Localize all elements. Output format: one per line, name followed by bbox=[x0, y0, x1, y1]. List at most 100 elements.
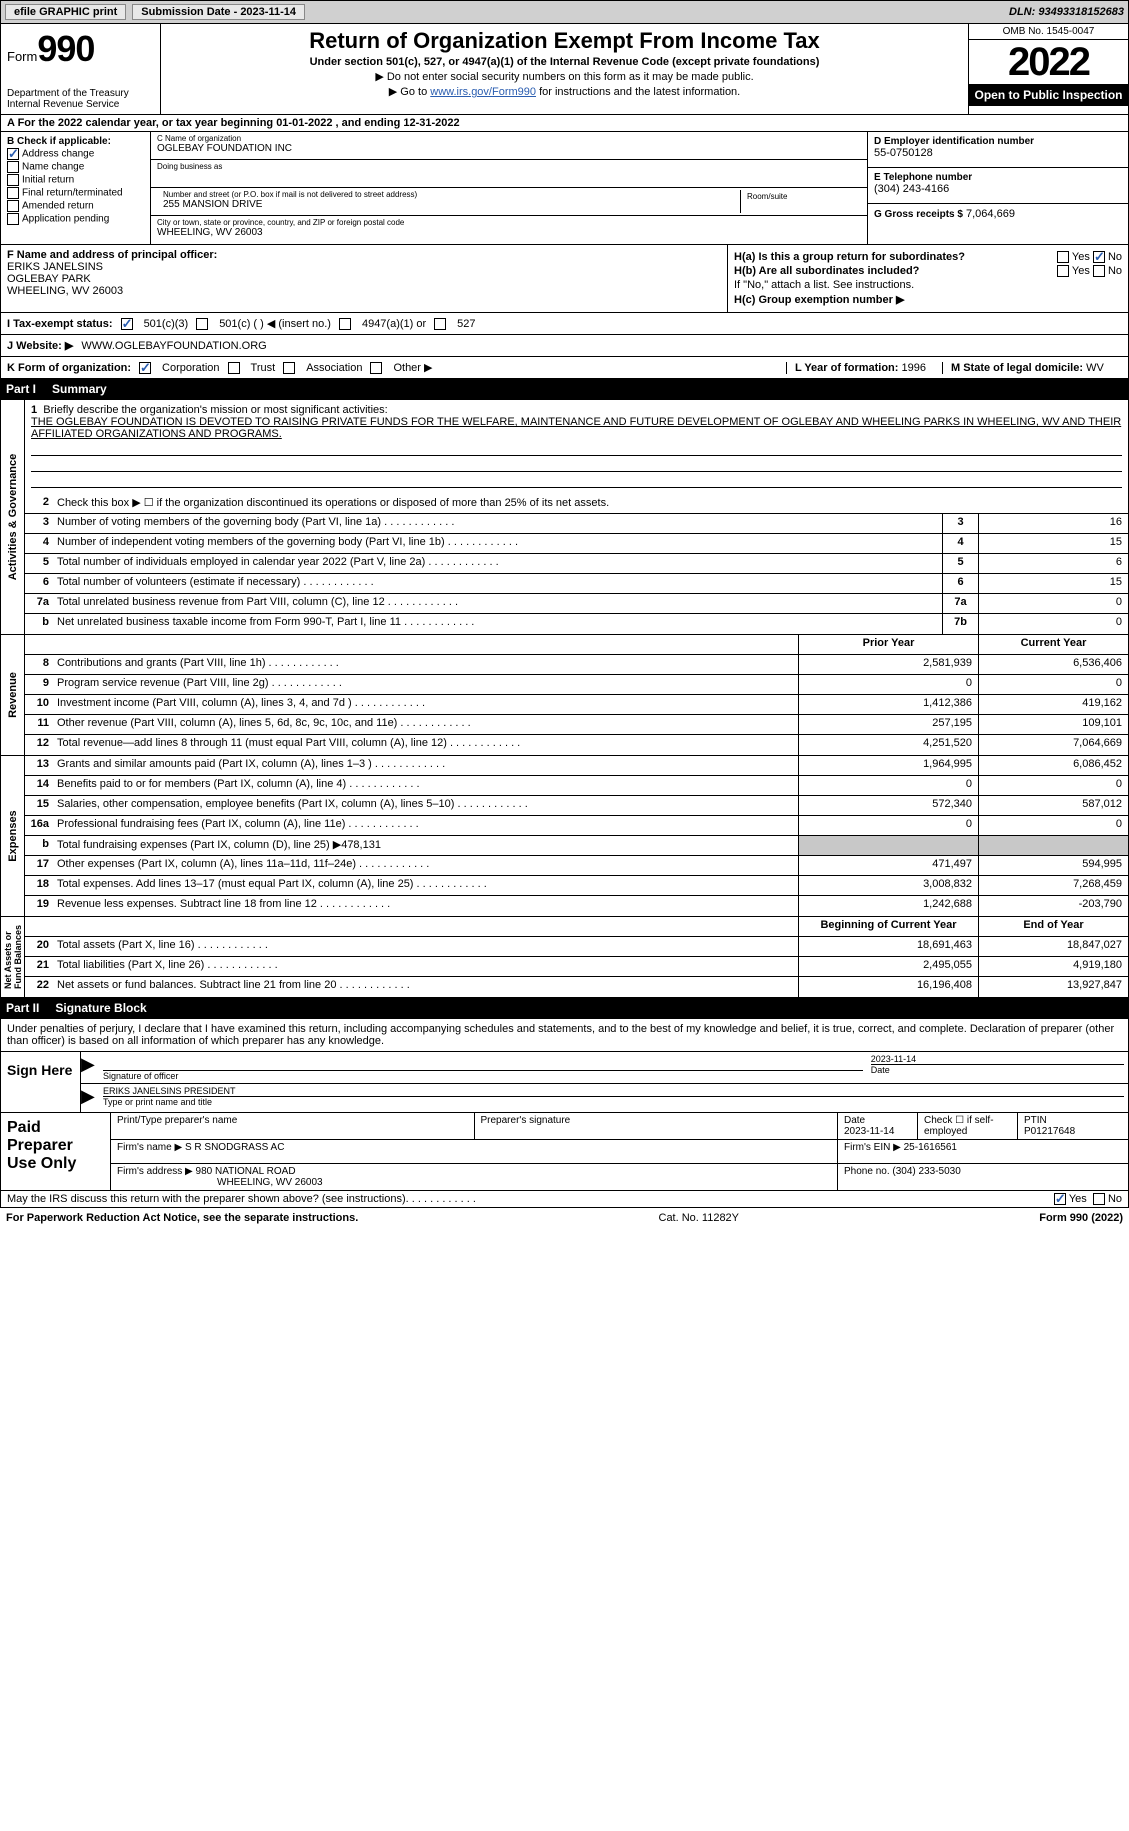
form-label: Form bbox=[7, 49, 37, 64]
declaration: Under penalties of perjury, I declare th… bbox=[1, 1019, 1128, 1051]
org-name-label: C Name of organization bbox=[157, 134, 861, 143]
cb-4947[interactable] bbox=[339, 318, 351, 330]
table-row: 10Investment income (Part VIII, column (… bbox=[25, 695, 1128, 715]
cb-other[interactable] bbox=[370, 362, 382, 374]
cb-amended[interactable]: Amended return bbox=[7, 200, 144, 212]
table-row: 9Program service revenue (Part VIII, lin… bbox=[25, 675, 1128, 695]
mission-block: 1 Briefly describe the organization's mi… bbox=[25, 400, 1128, 494]
cb-initial-return[interactable]: Initial return bbox=[7, 174, 144, 186]
table-row: 12Total revenue—add lines 8 through 11 (… bbox=[25, 735, 1128, 755]
officer-name: ERIKS JANELSINS bbox=[7, 261, 721, 273]
part1-header: Part I Summary bbox=[0, 379, 1129, 399]
officer-addr2: WHEELING, WV 26003 bbox=[7, 285, 721, 297]
b-label: B Check if applicable: bbox=[7, 136, 144, 147]
topbar: efile GRAPHIC print Submission Date - 20… bbox=[0, 0, 1129, 24]
cb-application-pending[interactable]: Application pending bbox=[7, 213, 144, 225]
header-center: Return of Organization Exempt From Incom… bbox=[161, 24, 968, 114]
submission-date: Submission Date - 2023-11-14 bbox=[132, 4, 305, 20]
signer-name: ERIKS JANELSINS PRESIDENT bbox=[103, 1086, 1124, 1096]
city-value: WHEELING, WV 26003 bbox=[157, 227, 861, 238]
table-row: 18Total expenses. Add lines 13–17 (must … bbox=[25, 876, 1128, 896]
header-right: OMB No. 1545-0047 2022 Open to Public In… bbox=[968, 24, 1128, 114]
irs-link[interactable]: www.irs.gov/Form990 bbox=[430, 86, 536, 98]
form-note1: ▶ Do not enter social security numbers o… bbox=[169, 70, 960, 83]
form-header: Form990 Department of the Treasury Inter… bbox=[0, 24, 1129, 115]
cb-corporation[interactable] bbox=[139, 362, 151, 374]
org-name: OGLEBAY FOUNDATION INC bbox=[157, 143, 861, 154]
cb-discuss-no[interactable] bbox=[1093, 1193, 1105, 1205]
col-b: B Check if applicable: Address change Na… bbox=[1, 132, 151, 244]
signature-block: Under penalties of perjury, I declare th… bbox=[0, 1018, 1129, 1113]
website-value: WWW.OGLEBAYFOUNDATION.ORG bbox=[81, 340, 266, 352]
cb-501c3[interactable] bbox=[121, 318, 133, 330]
cb-final-return[interactable]: Final return/terminated bbox=[7, 187, 144, 199]
cb-501c[interactable] bbox=[196, 318, 208, 330]
table-row: 2Check this box ▶ ☐ if the organization … bbox=[25, 494, 1128, 514]
table-row: 8Contributions and grants (Part VIII, li… bbox=[25, 655, 1128, 675]
dln: DLN: 93493318152683 bbox=[1009, 6, 1124, 18]
table-row: 15Salaries, other compensation, employee… bbox=[25, 796, 1128, 816]
dba-label: Doing business as bbox=[157, 162, 861, 171]
row-i: I Tax-exempt status: 501(c)(3) 501(c) ( … bbox=[0, 313, 1129, 335]
col-f: F Name and address of principal officer:… bbox=[1, 245, 728, 312]
table-row: 21Total liabilities (Part X, line 26)2,4… bbox=[25, 957, 1128, 977]
col-h: H(a) Is this a group return for subordin… bbox=[728, 245, 1128, 312]
table-row: bNet unrelated business taxable income f… bbox=[25, 614, 1128, 634]
section-netassets: Net Assets or Fund Balances Beginning of… bbox=[0, 917, 1129, 998]
table-row: 4Number of independent voting members of… bbox=[25, 534, 1128, 554]
line-a: A For the 2022 calendar year, or tax yea… bbox=[0, 115, 1129, 132]
sign-here-label: Sign Here bbox=[1, 1052, 81, 1112]
section-fh: F Name and address of principal officer:… bbox=[0, 245, 1129, 313]
header-left: Form990 Department of the Treasury Inter… bbox=[1, 24, 161, 114]
tel-label: E Telephone number bbox=[874, 172, 1122, 183]
cb-address-change[interactable]: Address change bbox=[7, 148, 144, 160]
room-label: Room/suite bbox=[747, 192, 855, 201]
efile-button[interactable]: efile GRAPHIC print bbox=[5, 4, 126, 20]
mission-text: THE OGLEBAY FOUNDATION IS DEVOTED TO RAI… bbox=[31, 416, 1121, 440]
table-row: 17Other expenses (Part IX, column (A), l… bbox=[25, 856, 1128, 876]
table-row: 19Revenue less expenses. Subtract line 1… bbox=[25, 896, 1128, 916]
table-row: 14Benefits paid to or for members (Part … bbox=[25, 776, 1128, 796]
col-d: D Employer identification number 55-0750… bbox=[868, 132, 1128, 244]
addr-label: Number and street (or P.O. box if mail i… bbox=[157, 190, 740, 199]
f-label: F Name and address of principal officer: bbox=[7, 249, 721, 261]
part2-header: Part II Signature Block bbox=[0, 998, 1129, 1018]
table-row: 22Net assets or fund balances. Subtract … bbox=[25, 977, 1128, 997]
table-row: bTotal fundraising expenses (Part IX, co… bbox=[25, 836, 1128, 856]
cb-discuss-yes[interactable] bbox=[1054, 1193, 1066, 1205]
cb-name-change[interactable]: Name change bbox=[7, 161, 144, 173]
city-label: City or town, state or province, country… bbox=[157, 218, 861, 227]
table-row: 3Number of voting members of the governi… bbox=[25, 514, 1128, 534]
addr-value: 255 MANSION DRIVE bbox=[157, 199, 740, 210]
table-row: 13Grants and similar amounts paid (Part … bbox=[25, 756, 1128, 776]
open-inspection: Open to Public Inspection bbox=[969, 84, 1128, 106]
tel-value: (304) 243-4166 bbox=[874, 183, 1122, 195]
table-row: 20Total assets (Part X, line 16)18,691,4… bbox=[25, 937, 1128, 957]
omb-number: OMB No. 1545-0047 bbox=[969, 24, 1128, 40]
section-expenses: Expenses 13Grants and similar amounts pa… bbox=[0, 756, 1129, 917]
dept-label: Department of the Treasury Internal Reve… bbox=[7, 88, 154, 110]
tax-year: 2022 bbox=[969, 40, 1128, 84]
table-row: 5Total number of individuals employed in… bbox=[25, 554, 1128, 574]
table-row: 7aTotal unrelated business revenue from … bbox=[25, 594, 1128, 614]
form-subtitle: Under section 501(c), 527, or 4947(a)(1)… bbox=[169, 56, 960, 68]
cb-association[interactable] bbox=[283, 362, 295, 374]
form-title: Return of Organization Exempt From Incom… bbox=[169, 28, 960, 54]
cb-527[interactable] bbox=[434, 318, 446, 330]
row-k: K Form of organization: Corporation Trus… bbox=[0, 357, 1129, 379]
table-row: 16aProfessional fundraising fees (Part I… bbox=[25, 816, 1128, 836]
section-governance: Activities & Governance 1 Briefly descri… bbox=[0, 399, 1129, 635]
row-j: J Website: ▶ WWW.OGLEBAYFOUNDATION.ORG bbox=[0, 335, 1129, 357]
section-revenue: Revenue Prior Year Current Year 8Contrib… bbox=[0, 635, 1129, 756]
ein-label: D Employer identification number bbox=[874, 136, 1122, 147]
section-bcd: B Check if applicable: Address change Na… bbox=[0, 132, 1129, 245]
discuss-row: May the IRS discuss this return with the… bbox=[0, 1191, 1129, 1208]
gross-value: 7,064,669 bbox=[966, 208, 1015, 220]
table-row: 11Other revenue (Part VIII, column (A), … bbox=[25, 715, 1128, 735]
paid-preparer: Paid Preparer Use Only Print/Type prepar… bbox=[0, 1113, 1129, 1191]
paid-label: Paid Preparer Use Only bbox=[1, 1113, 111, 1190]
cb-trust[interactable] bbox=[228, 362, 240, 374]
officer-addr1: OGLEBAY PARK bbox=[7, 273, 721, 285]
form-number: 990 bbox=[37, 28, 94, 69]
gross-label: G Gross receipts $ bbox=[874, 209, 963, 220]
